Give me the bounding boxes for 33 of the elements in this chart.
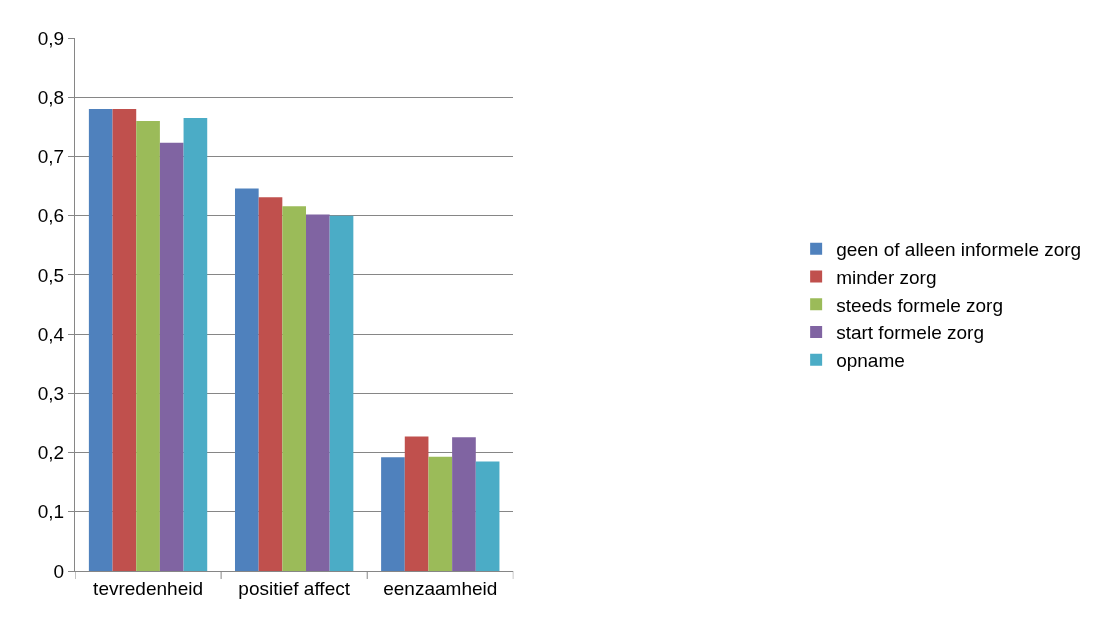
y-tick-label: 0,9 (37, 27, 65, 49)
legend-label: steeds formele zorg (836, 294, 1003, 316)
bar (404, 436, 429, 571)
legend-label: opname (836, 350, 905, 372)
legend-label: geen of alleen informele zorg (836, 239, 1082, 261)
x-tick-label: positief affect (238, 577, 351, 599)
bar (159, 142, 184, 571)
y-tick-label: 0,5 (37, 264, 65, 286)
bar (112, 109, 137, 571)
bar (88, 109, 113, 571)
x-tick-label: tevredenheid (93, 577, 203, 599)
legend-label: minder zorg (836, 266, 937, 288)
x-tick-label: eenzaamheid (383, 577, 498, 599)
bar (258, 197, 283, 571)
y-tick-label: 0,6 (37, 205, 65, 227)
y-tick-label: 0,2 (37, 442, 65, 464)
bar (306, 214, 330, 571)
y-tick-label: 0 (53, 560, 65, 582)
y-tick-label: 0,3 (37, 382, 65, 404)
bar (475, 461, 500, 571)
bar (183, 117, 208, 571)
y-tick-label: 0,1 (37, 501, 65, 523)
bar (428, 456, 453, 571)
bar (381, 457, 405, 571)
legend-label: start formele zorg (836, 322, 984, 344)
bar (452, 437, 476, 571)
bar (136, 120, 160, 571)
bar (234, 188, 259, 571)
bar (329, 215, 354, 571)
y-tick-label: 0,4 (37, 323, 65, 345)
y-tick-label: 0,7 (37, 146, 65, 168)
y-tick-label: 0,8 (37, 86, 65, 108)
bar (282, 206, 307, 571)
